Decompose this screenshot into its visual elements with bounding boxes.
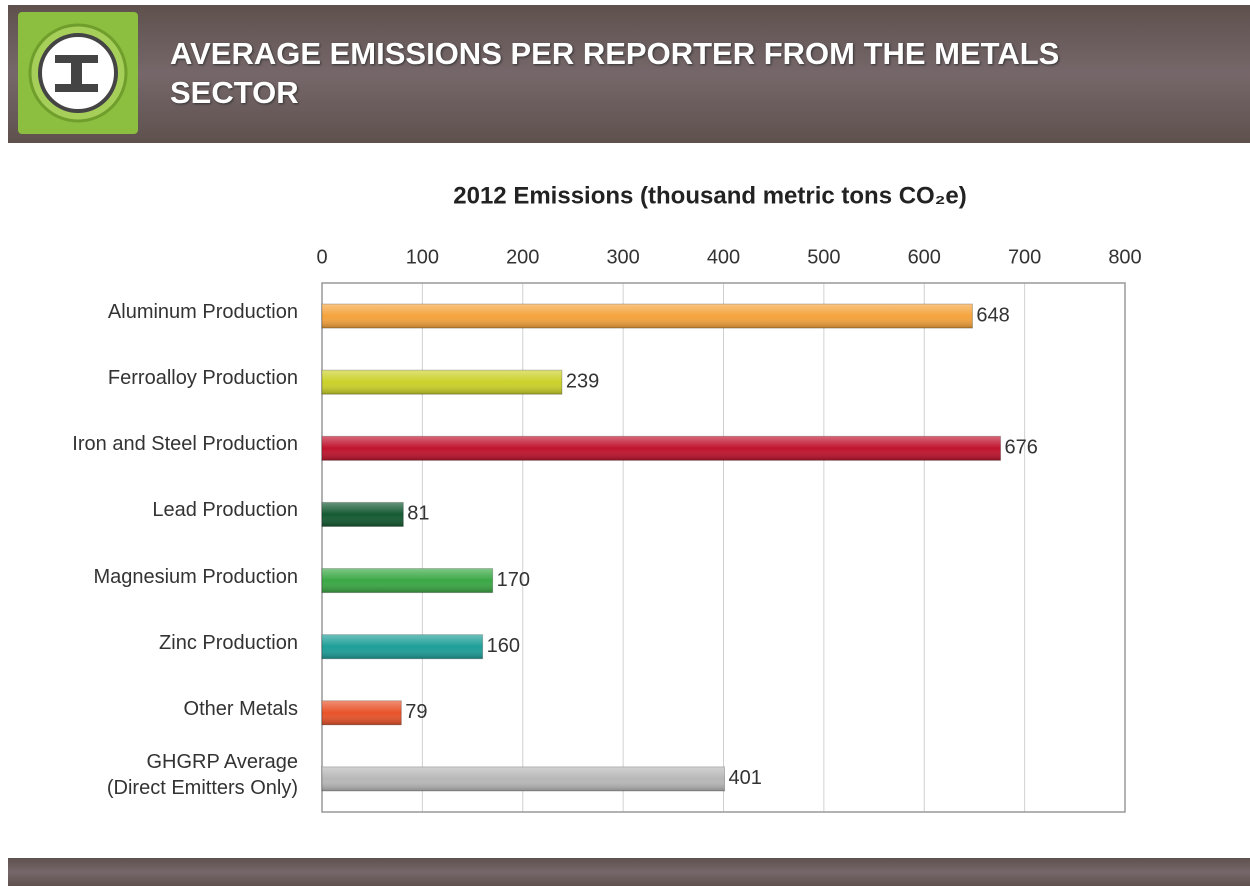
bar-shine [322, 634, 483, 659]
category-label: Iron and Steel Production [72, 433, 298, 456]
header-title: AVERAGE EMISSIONS PER REPORTER FROM THE … [170, 36, 1060, 110]
value-label: 170 [497, 569, 530, 591]
header-band [8, 5, 1250, 143]
value-label: 401 [729, 767, 762, 789]
category-label: GHGRP Average (Direct Emitters Only) [106, 750, 298, 799]
bar-shine [322, 502, 404, 527]
x-tick-label: 700 [1008, 246, 1041, 268]
category-label: Lead Production [152, 499, 298, 522]
value-label: 160 [487, 635, 520, 657]
footer-band [8, 858, 1250, 886]
x-tick-label: 200 [506, 246, 539, 268]
value-label: 239 [566, 370, 599, 392]
plot-border [321, 282, 1126, 813]
category-label: Zinc Production [159, 631, 298, 654]
value-label: 648 [976, 304, 1009, 326]
bar-shine [322, 766, 725, 791]
value-label: 676 [1005, 437, 1038, 459]
bar-shine [322, 436, 1001, 461]
bar-shine [322, 700, 402, 725]
icon-beam [55, 55, 98, 92]
category-label: Ferroalloy Production [107, 367, 298, 390]
bar-shine [322, 568, 493, 593]
chart-title: 2012 Emissions (thousand metric tons CO₂… [453, 182, 966, 209]
x-tick-label: 300 [606, 246, 639, 268]
bar-shine [322, 304, 973, 329]
x-tick-label: 800 [1108, 246, 1141, 268]
value-label: 79 [405, 701, 427, 723]
x-tick-label: 400 [707, 246, 740, 268]
value-label: 81 [407, 503, 429, 525]
x-tick-label: 500 [807, 246, 840, 268]
x-tick-label: 100 [406, 246, 439, 268]
category-label: Aluminum Production [107, 301, 298, 324]
x-tick-label: 0 [316, 246, 327, 268]
category-label: Other Metals [183, 697, 298, 720]
category-label: Magnesium Production [93, 565, 298, 588]
bar-shine [322, 370, 562, 395]
x-tick-label: 600 [908, 246, 941, 268]
